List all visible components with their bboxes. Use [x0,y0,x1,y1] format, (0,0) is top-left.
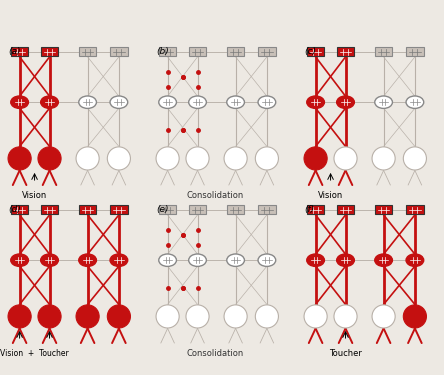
Text: (c): (c) [305,48,317,57]
Ellipse shape [159,254,176,266]
Ellipse shape [110,96,128,108]
FancyBboxPatch shape [159,205,176,214]
Circle shape [38,305,61,328]
FancyBboxPatch shape [189,47,206,57]
FancyBboxPatch shape [189,205,206,214]
Circle shape [186,305,209,328]
FancyBboxPatch shape [79,47,96,57]
Text: (b): (b) [157,48,170,57]
Ellipse shape [41,96,58,108]
Text: (f): (f) [305,206,315,214]
FancyBboxPatch shape [11,47,28,57]
Text: Toucher: Toucher [329,349,362,358]
Circle shape [334,147,357,170]
Ellipse shape [11,254,28,266]
FancyBboxPatch shape [375,205,392,214]
Circle shape [255,305,278,328]
FancyBboxPatch shape [258,47,276,57]
FancyBboxPatch shape [79,205,96,214]
Ellipse shape [375,254,392,266]
Circle shape [38,147,61,170]
Circle shape [403,147,426,170]
FancyBboxPatch shape [258,205,276,214]
Ellipse shape [79,254,96,266]
Ellipse shape [337,254,354,266]
Text: Vision  +  Toucher: Vision + Toucher [0,349,69,358]
FancyBboxPatch shape [110,47,127,57]
Ellipse shape [79,96,96,108]
FancyBboxPatch shape [337,205,354,214]
Ellipse shape [307,254,325,266]
Ellipse shape [189,254,206,266]
Circle shape [224,147,247,170]
Circle shape [224,305,247,328]
Ellipse shape [375,96,392,108]
Circle shape [107,147,131,170]
FancyBboxPatch shape [406,47,424,57]
Ellipse shape [227,96,245,108]
Ellipse shape [11,96,28,108]
Text: Vision: Vision [318,191,343,200]
Circle shape [304,305,327,328]
FancyBboxPatch shape [41,47,58,57]
Ellipse shape [227,254,245,266]
FancyBboxPatch shape [406,205,424,214]
Ellipse shape [258,254,276,266]
Ellipse shape [110,254,128,266]
FancyBboxPatch shape [159,47,176,57]
Circle shape [372,305,395,328]
Ellipse shape [41,254,58,266]
FancyBboxPatch shape [227,205,244,214]
Text: Vision: Vision [22,191,47,200]
Ellipse shape [258,96,276,108]
Circle shape [8,147,31,170]
FancyBboxPatch shape [307,47,324,57]
Ellipse shape [189,96,206,108]
Ellipse shape [406,254,424,266]
Text: (d): (d) [9,206,21,214]
FancyBboxPatch shape [41,205,58,214]
Circle shape [76,305,99,328]
Circle shape [76,147,99,170]
Circle shape [403,305,426,328]
Text: (a): (a) [9,48,21,57]
Ellipse shape [337,96,354,108]
Ellipse shape [159,96,176,108]
Ellipse shape [406,96,424,108]
Ellipse shape [307,96,325,108]
Circle shape [255,147,278,170]
FancyBboxPatch shape [11,205,28,214]
Text: Consolidation: Consolidation [186,191,244,200]
FancyBboxPatch shape [375,47,392,57]
Circle shape [156,305,179,328]
FancyBboxPatch shape [227,47,244,57]
Circle shape [186,147,209,170]
FancyBboxPatch shape [337,47,354,57]
FancyBboxPatch shape [110,205,127,214]
Circle shape [334,305,357,328]
Circle shape [107,305,131,328]
Circle shape [372,147,395,170]
Text: Consolidation: Consolidation [186,349,244,358]
Circle shape [304,147,327,170]
Text: (e): (e) [157,206,169,214]
Circle shape [8,305,31,328]
FancyBboxPatch shape [307,205,324,214]
Circle shape [156,147,179,170]
